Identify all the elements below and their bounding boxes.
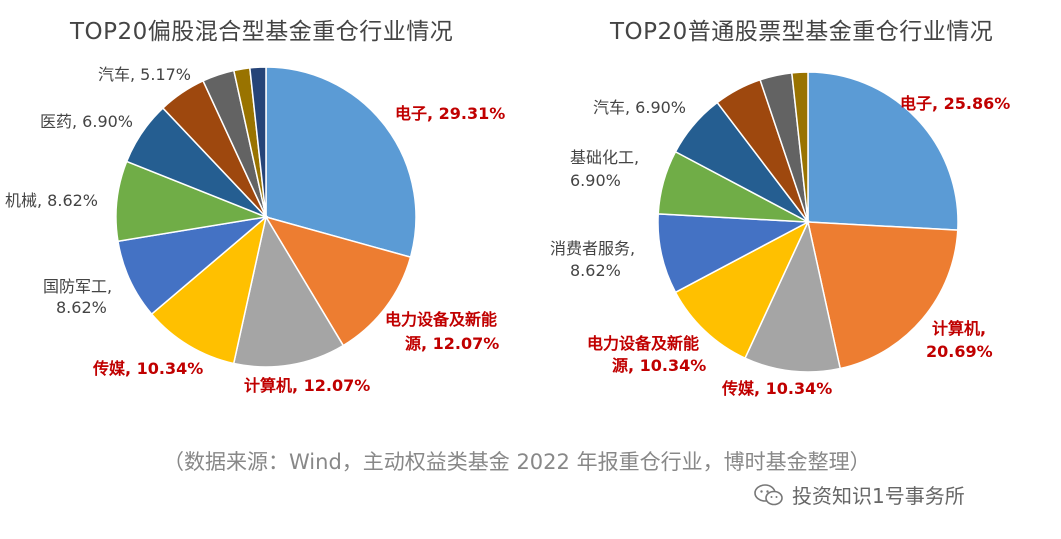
pie-1-label-5-line-1: 6.90% (570, 171, 621, 190)
pie-0-label-4-line-1: 8.62% (56, 298, 107, 317)
pie-1-label-5-line-0: 基础化工, (570, 148, 639, 167)
pie-0-label-0: 电子, 29.31% (395, 104, 505, 123)
pie-0-label-4-line-0: 国防军工, (43, 277, 112, 296)
data-source-note: （数据来源：Wind，主动权益类基金 2022 年报重仓行业，博时基金整理） (163, 450, 871, 474)
pie-1-label-3-line-1: 源, 10.34% (612, 356, 706, 375)
watermark-text: 投资知识1号事务所 (792, 484, 965, 508)
pie-1-label-6: 汽车, 6.90% (593, 98, 686, 117)
pie-chart-right: 电子, 25.86% 计算机, 20.69% 传媒, 10.34% 电力设备及新能源, … (550, 71, 1010, 398)
chart-title-right: TOP20普通股票型基金重仓行业情况 (610, 19, 994, 45)
pie-1-slice-0 (807, 71, 959, 231)
pie-1-label-0: 电子, 25.86% (900, 94, 1010, 113)
pie-0-label-1-line-0: 电力设备及新能 (385, 310, 497, 329)
pie-1-slice-1 (807, 221, 959, 370)
pie-0-slice-10 (248, 66, 267, 218)
pie-0-label-3: 传媒, 10.34% (92, 359, 203, 378)
pie-1-label-4-line-1: 8.62% (570, 261, 621, 280)
pie-0-label-2: 计算机, 12.07% (244, 376, 370, 395)
pie-0-label-6: 医药, 6.90% (40, 112, 133, 131)
chart-title-left: TOP20偏股混合型基金重仓行业情况 (70, 19, 454, 45)
wechat-icon (754, 483, 783, 505)
pie-0-label-7: 汽车, 5.17% (98, 65, 191, 84)
pie-1-label-1-line-0: 计算机, (932, 319, 986, 338)
pie-1-label-2: 传媒, 10.34% (721, 379, 832, 398)
pie-1-label-1-line-1: 20.69% (926, 342, 993, 361)
pie-0-slice-1 (264, 215, 412, 347)
pie-1-slice-2 (744, 219, 842, 373)
pie-0-slice-0 (265, 66, 417, 259)
pie-0-slice-2 (232, 215, 345, 368)
pie-0-label-5: 机械, 8.62% (5, 191, 98, 210)
pie-0-label-1-line-1: 源, 12.07% (405, 334, 499, 353)
pie-1-slice-3 (674, 220, 810, 360)
pie-1-label-3-line-0: 电力设备及新能 (587, 334, 699, 353)
watermark: 投资知识1号事务所 (754, 480, 965, 509)
pie-0-slice-3 (150, 214, 268, 365)
pie-1-slice-9 (790, 71, 809, 223)
pie-1-label-4-line-0: 消费者服务, (550, 239, 635, 258)
